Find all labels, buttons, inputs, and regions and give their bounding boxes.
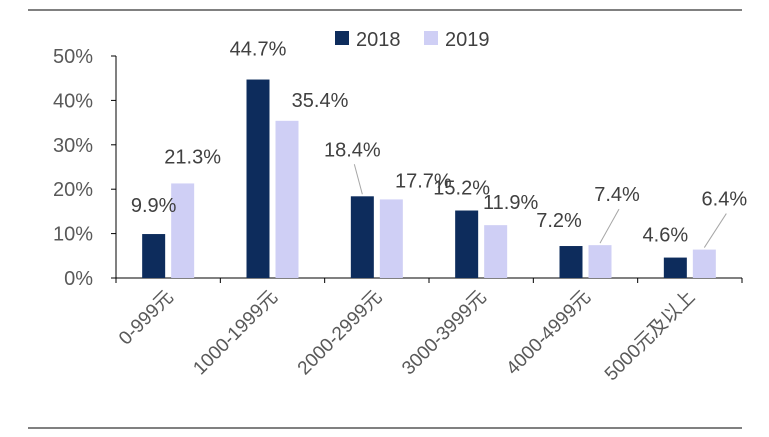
bar-2019-4 — [484, 225, 508, 278]
bar-2018-3 — [350, 196, 374, 278]
data-label-2019-4: 11.9% — [483, 192, 538, 214]
legend-label-2018: 2018 — [356, 29, 401, 51]
x-axis: 0-999元 1000-1999元 2000-2999元 3000-3999元 4000… — [115, 277, 743, 385]
x-category-label: 2000-2999元 — [294, 287, 387, 380]
x-category-label: 3000-3999元 — [398, 287, 491, 380]
legend-swatch-2018 — [335, 31, 349, 45]
data-label-2018-4: 15.2% — [433, 178, 490, 200]
leader-line-2018-3 — [353, 164, 363, 195]
legend: 2018 2019 — [335, 29, 490, 51]
y-tick-label: 40% — [53, 90, 93, 112]
legend-label-2019: 2019 — [445, 29, 490, 51]
bars — [142, 79, 716, 278]
bar-2019-2 — [275, 120, 299, 278]
data-labels: 9.9%21.3%44.7%35.4%18.4%17.7%15.2%11.9%7… — [131, 39, 747, 248]
legend-swatch-2019 — [424, 31, 438, 45]
bar-2019-6 — [692, 249, 716, 278]
x-category-label: 0-999元 — [115, 287, 178, 350]
bar-2018-2 — [246, 79, 270, 278]
y-tick-label: 0% — [64, 268, 93, 290]
y-tick-label: 10% — [53, 224, 93, 246]
bar-2018-1 — [142, 234, 166, 278]
bar-2018-5 — [559, 246, 583, 278]
data-label-2018-5: 7.2% — [536, 210, 582, 232]
data-label-2018-3: 18.4% — [324, 139, 381, 161]
data-label-2019-3: 17.7% — [395, 170, 452, 192]
y-tick-label: 20% — [53, 179, 93, 201]
bar-2019-5 — [588, 245, 612, 278]
x-category-label: 4000-4999元 — [502, 287, 595, 380]
leader-line-2019-5 — [599, 208, 620, 244]
data-label-2019-5: 7.4% — [594, 184, 640, 206]
bar-2018-6 — [663, 257, 687, 278]
y-tick-label: 50% — [53, 46, 93, 68]
bar-2019-1 — [171, 183, 195, 278]
y-tick-label: 30% — [53, 135, 93, 157]
data-label-2018-2: 44.7% — [230, 39, 287, 61]
data-label-2018-6: 4.6% — [643, 225, 689, 247]
data-label-2019-6: 6.4% — [702, 189, 748, 211]
bar-2018-4 — [455, 210, 479, 278]
bar-2019-3 — [379, 199, 403, 278]
data-label-2019-1: 21.3% — [164, 146, 221, 168]
x-category-label: 1000-1999元 — [189, 287, 282, 380]
y-axis: 0% 10% 20% 30% 40% 50% — [53, 46, 117, 290]
leader-line-2019-6 — [703, 213, 727, 248]
x-category-label: 5000元及以上 — [600, 286, 699, 385]
data-label-2019-2: 35.4% — [292, 90, 349, 112]
data-label-2018-1: 9.9% — [131, 195, 177, 217]
